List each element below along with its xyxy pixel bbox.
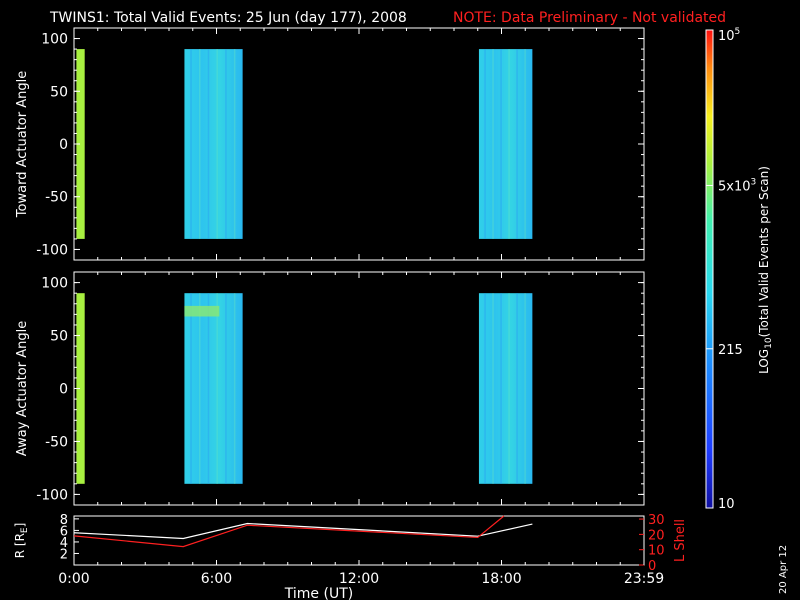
data-streak xyxy=(198,293,201,484)
panel-frame xyxy=(73,27,645,261)
data-streak xyxy=(190,293,192,484)
data-streak xyxy=(524,293,526,484)
y-tick-label: 2 xyxy=(60,547,68,562)
x-tick-label: 23:59 xyxy=(624,571,664,587)
data-streak xyxy=(225,49,227,239)
x-tick-label: 18:00 xyxy=(481,571,521,587)
colorbar-label: LOG10(Total Valid Events per Scan) xyxy=(757,166,774,374)
data-band xyxy=(184,305,220,317)
y-tick-label: 8 xyxy=(60,513,68,528)
y-tick-label: 100 xyxy=(41,32,68,48)
y-right-tick-label: 10 xyxy=(648,544,665,559)
y-tick-label: -50 xyxy=(45,190,68,206)
panel-frame xyxy=(73,271,645,506)
data-streak xyxy=(484,293,486,484)
data-streak xyxy=(516,49,518,239)
data-block xyxy=(184,293,243,484)
y-right-tick-label: 20 xyxy=(648,528,665,543)
y-axis-label: Toward Actuator Angle xyxy=(15,71,30,218)
colorbar: 105 5x103 215 10 LOG10(Total Valid Events pe… xyxy=(705,27,774,512)
y-tick-label: 6 xyxy=(60,524,68,539)
data-block xyxy=(76,293,85,484)
colorbar-tick-label: 105 xyxy=(718,27,740,44)
data-streak xyxy=(216,49,218,239)
l-shell-line xyxy=(73,515,505,548)
data-streak xyxy=(225,293,227,484)
data-streak xyxy=(508,49,510,239)
x-tick-label: 0:00 xyxy=(58,571,89,587)
y-tick-label: -100 xyxy=(36,487,68,503)
radius-line xyxy=(73,522,533,540)
y-tick-label: 100 xyxy=(41,276,68,292)
data-streak xyxy=(233,293,236,484)
data-streak xyxy=(516,293,518,484)
data-streak xyxy=(207,293,210,484)
y-tick-label: -50 xyxy=(45,434,68,450)
y-tick-label: 4 xyxy=(60,536,68,551)
y-axis-label: R [RE] xyxy=(13,523,30,559)
data-block xyxy=(184,49,243,239)
y-tick-label: 0 xyxy=(59,137,68,153)
data-block xyxy=(478,49,533,239)
x-axis-label: Time (UT) xyxy=(284,586,353,600)
colorbar-tick-label: 215 xyxy=(718,343,743,358)
chart-title: TWINS1: Total Valid Events: 25 Jun (day … xyxy=(49,10,407,26)
data-streak xyxy=(524,49,526,239)
y-right-axis-label: L Shell xyxy=(673,519,688,562)
data-streak xyxy=(500,293,502,484)
data-streak xyxy=(500,49,502,239)
data-streak xyxy=(233,49,236,239)
y-right-tick-label: 0 xyxy=(648,559,656,574)
data-streak xyxy=(492,293,494,484)
colorbar-scale xyxy=(705,29,714,509)
colorbar-tick-label: 10 xyxy=(718,497,735,512)
y-tick-label: 0 xyxy=(59,382,68,398)
colorbar-tick-label: 5x103 xyxy=(718,177,756,194)
data-streak xyxy=(190,49,192,239)
y-right-tick-label: 30 xyxy=(648,513,665,528)
y-tick-label: 50 xyxy=(50,84,68,100)
heatmap-panel-1: 100 50 0 -50 -100 Toward Actuator Angle xyxy=(15,27,645,261)
data-streak xyxy=(492,49,494,239)
panel-frame xyxy=(73,515,645,566)
y-axis-label: Away Actuator Angle xyxy=(15,321,30,456)
data-block xyxy=(478,293,533,484)
data-streak xyxy=(207,49,210,239)
data-streak xyxy=(484,49,486,239)
y-tick-label: 50 xyxy=(50,329,68,345)
x-tick-label: 12:00 xyxy=(339,571,379,587)
y-tick-label: -100 xyxy=(36,242,68,258)
data-streak xyxy=(508,293,510,484)
x-tick-label: 6:00 xyxy=(201,571,232,587)
preliminary-note: NOTE: Data Preliminary - Not validated xyxy=(453,10,726,26)
heatmap-panel-2: 100 50 0 -50 -100 Away Actuator Angle xyxy=(15,271,645,506)
data-streak xyxy=(198,49,201,239)
data-streak xyxy=(216,293,218,484)
side-date: 20 Apr 12 xyxy=(778,545,789,594)
data-block xyxy=(76,49,85,239)
